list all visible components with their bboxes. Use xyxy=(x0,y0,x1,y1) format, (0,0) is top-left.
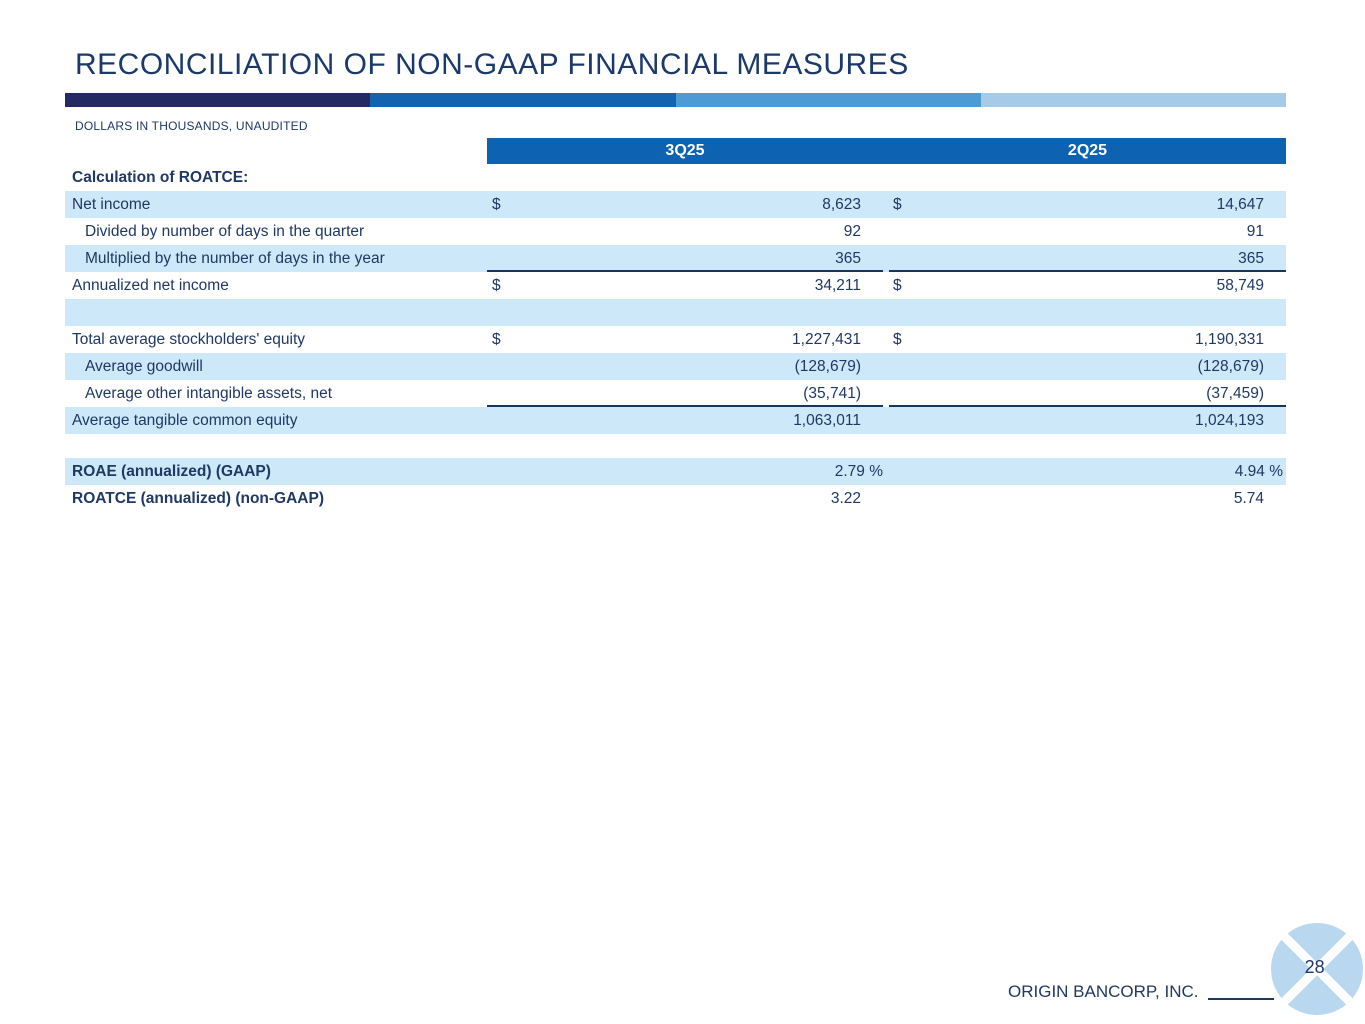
dollar-sign: $ xyxy=(893,277,902,294)
value-text: 2.79 % xyxy=(834,463,883,480)
value-text: 14,647 xyxy=(1216,196,1264,213)
row-label: Total average stockholders' equity xyxy=(72,331,306,348)
table-row: Average tangible common equity 1,063,011 1… xyxy=(65,407,1286,434)
dollar-sign: $ xyxy=(893,196,902,213)
table-row: Divided by number of days in the quarter… xyxy=(65,218,1286,245)
table-row: Annualized net income $34,211 $58,749 xyxy=(65,272,1286,299)
table-row: Average other intangible assets, net (35,… xyxy=(65,380,1286,407)
value-text: 8,623 xyxy=(822,196,861,213)
value-text: (37,459) xyxy=(1206,385,1264,402)
accent-bar xyxy=(65,93,1286,107)
row-label: ROAE (annualized) (GAAP) xyxy=(72,463,271,480)
value-text: (128,679) xyxy=(1197,358,1264,375)
dollar-sign: $ xyxy=(492,277,501,294)
value-cell-2q25: 91 xyxy=(889,218,1286,245)
value-cell-2q25: 365 xyxy=(889,245,1286,272)
value-cell-2q25: (37,459) xyxy=(889,380,1286,407)
value-cell-3q25: $8,623 xyxy=(487,191,883,218)
page-title: RECONCILIATION OF NON-GAAP FINANCIAL MEA… xyxy=(75,48,909,81)
value-cell-3q25: (128,679) xyxy=(487,353,883,380)
value-cell-2q25: (128,679) xyxy=(889,353,1286,380)
table-row: Net income $8,623 $14,647 xyxy=(65,191,1286,218)
value-cell-2q25: $58,749 xyxy=(889,272,1286,299)
value-cell-2q25: 4.94 % xyxy=(889,458,1286,485)
value-text: 5.74 xyxy=(1233,490,1264,507)
value-text: 4.94 % xyxy=(1234,463,1283,480)
table-row: Average goodwill (128,679) (128,679) xyxy=(65,353,1286,380)
value-text: 3.22 xyxy=(830,490,861,507)
column-header-2q25: 2Q25 xyxy=(1067,142,1108,159)
column-header-3q25: 3Q25 xyxy=(665,142,705,159)
value-cell-3q25: $34,211 xyxy=(487,272,883,299)
row-label: Calculation of ROATCE: xyxy=(72,169,249,186)
row-label: Multiplied by the number of days in the … xyxy=(85,250,385,267)
row-label: Annualized net income xyxy=(72,277,229,294)
footer-company: ORIGIN BANCORP, INC. xyxy=(1008,982,1199,1001)
header-spacer xyxy=(65,138,487,164)
table-row xyxy=(65,299,1286,326)
value-text: (128,679) xyxy=(794,358,861,375)
row-label: Average tangible common equity xyxy=(72,412,298,429)
table-row: Calculation of ROATCE: xyxy=(65,164,1286,191)
table-row: Multiplied by the number of days in the … xyxy=(65,245,1286,272)
accent-segment-1 xyxy=(65,93,371,107)
value-text: 1,024,193 xyxy=(1195,412,1264,429)
row-label: ROATCE (annualized) (non-GAAP) xyxy=(72,490,324,507)
value-cell-2q25: 1,024,193 xyxy=(889,407,1286,434)
value-cell-2q25: $1,190,331 xyxy=(889,326,1286,353)
value-cell-3q25: 365 xyxy=(487,245,883,272)
row-label: Average goodwill xyxy=(85,358,203,375)
units-note: DOLLARS IN THOUSANDS, UNAUDITED xyxy=(75,119,308,133)
value-text: 58,749 xyxy=(1216,277,1264,294)
value-text: 92 xyxy=(843,223,861,240)
value-text: 1,063,011 xyxy=(793,412,861,429)
value-text: 365 xyxy=(1238,250,1264,267)
table-row: Total average stockholders' equity $1,227… xyxy=(65,326,1286,353)
table-row: ROATCE (annualized) (non-GAAP) 3.22 5.74 xyxy=(65,485,1286,512)
reconciliation-table: 3Q25 2Q25 Calculation of ROATCE: Net inco… xyxy=(65,138,1286,512)
accent-segment-2 xyxy=(370,93,676,107)
row-label: Divided by number of days in the quarter xyxy=(85,223,365,240)
dollar-sign: $ xyxy=(492,331,501,348)
table-row xyxy=(65,434,1286,458)
value-text: 365 xyxy=(835,250,861,267)
value-text: 34,211 xyxy=(814,277,861,294)
value-text: 1,227,431 xyxy=(792,331,861,348)
value-cell-3q25: 2.79 % xyxy=(487,458,883,485)
slide-footer: ORIGIN BANCORP, INC. xyxy=(1008,982,1274,1002)
value-cell-3q25: (35,741) xyxy=(487,380,883,407)
value-text: (35,741) xyxy=(803,385,861,402)
value-cell-2q25: 5.74 xyxy=(889,485,1286,512)
value-text: 91 xyxy=(1246,223,1264,240)
accent-segment-3 xyxy=(675,93,981,107)
footer-underscore-line xyxy=(1207,998,1274,1000)
value-cell-3q25: $1,227,431 xyxy=(487,326,883,353)
row-label: Net income xyxy=(72,196,151,213)
accent-segment-4 xyxy=(980,93,1286,107)
row-label: Average other intangible assets, net xyxy=(85,385,333,402)
header-band: 3Q25 2Q25 xyxy=(487,138,1286,164)
value-text: 1,190,331 xyxy=(1195,331,1264,348)
table-header-row: 3Q25 2Q25 xyxy=(65,138,1286,164)
table-row: ROAE (annualized) (GAAP) 2.79 % 4.94 % xyxy=(65,458,1286,485)
value-cell-2q25: $14,647 xyxy=(889,191,1286,218)
table-body: Calculation of ROATCE: Net income $8,623 $1… xyxy=(65,164,1286,512)
dollar-sign: $ xyxy=(492,196,501,213)
page-number: 28 xyxy=(1304,956,1325,977)
dollar-sign: $ xyxy=(893,331,902,348)
value-cell-3q25: 92 xyxy=(487,218,883,245)
origin-bancorp-logo: 28 xyxy=(1271,923,1363,1015)
value-cell-3q25: 1,063,011 xyxy=(487,407,883,434)
value-cell-3q25: 3.22 xyxy=(487,485,883,512)
